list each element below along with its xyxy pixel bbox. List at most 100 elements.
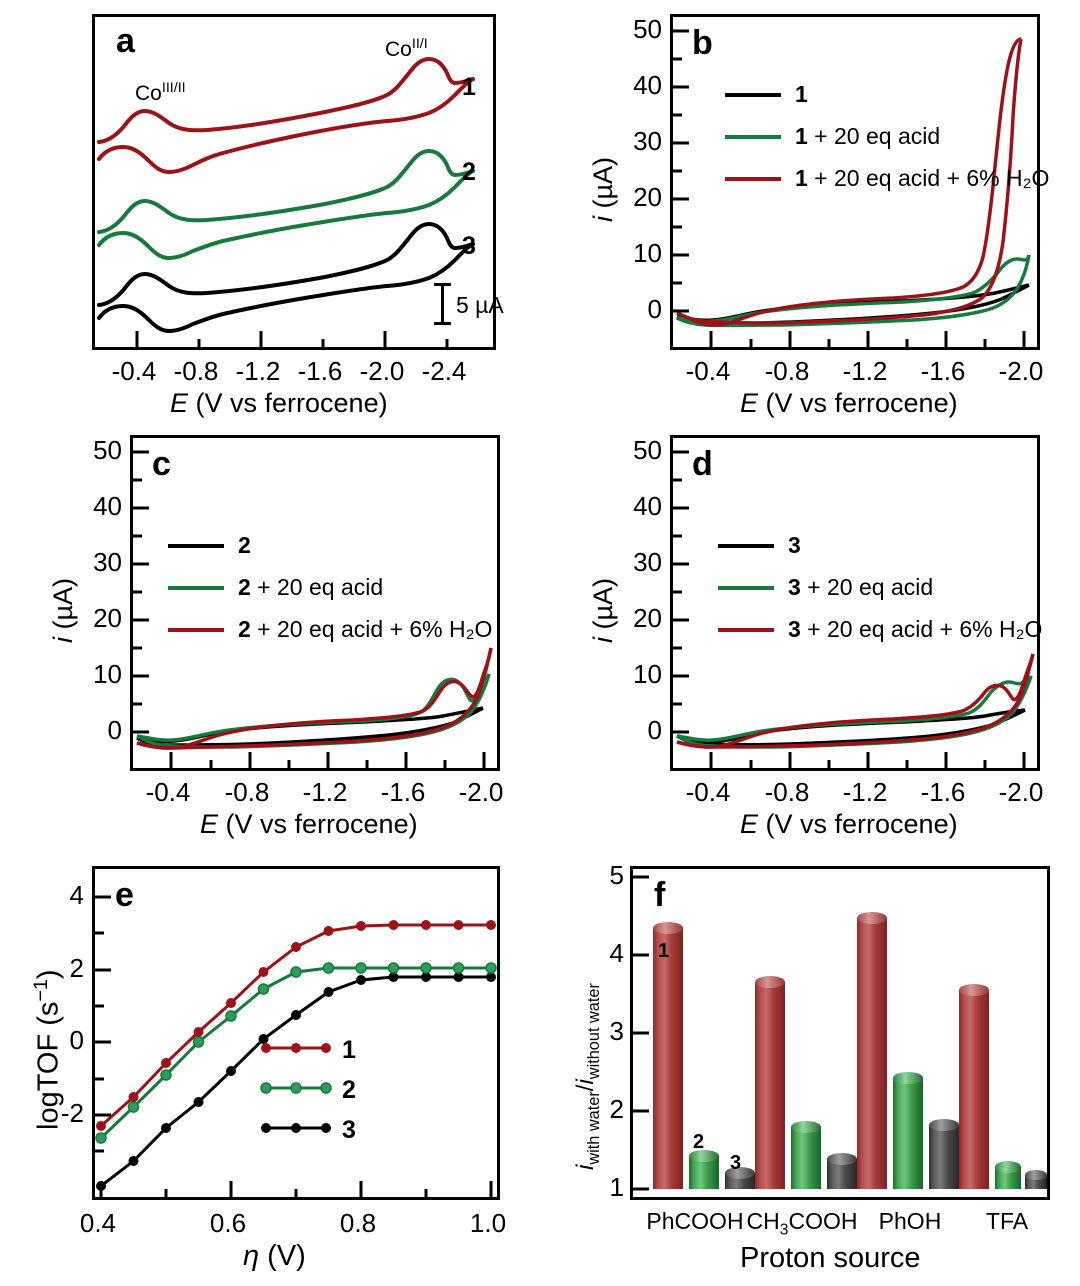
panel-b-xaxis-symbol: E [740,388,759,418]
bar-annot-1: 1 [658,940,670,962]
panel-d-legend-3-rest: + 20 eq acid + 6% H₂O [800,616,1043,642]
scalebar-top-cap [434,283,451,286]
panel-d-ytick-2: 20 [633,603,662,633]
panel-c-legend-swatch-3 [168,628,224,632]
panel-a-trace-label-1: 1 [462,73,476,101]
panel-f-cat-0: PhCOOH [646,1208,744,1234]
panel-c-legend-swatch-1 [168,544,224,548]
panel-d-ytick-0: 0 [647,715,662,745]
panel-d-legend-label-1: 3 [788,532,801,559]
panel-d-xaxis-label: E (V vs ferrocene) [740,809,958,840]
panel-a-xaxis-symbol: E [170,388,189,418]
panel-c-yaxis-label: i (µA) [48,578,79,643]
panel-d-yaxis-symbol: i [588,637,618,643]
panel-f-bars [633,875,1047,1191]
panel-b-legend-1-bold: 1 [795,81,808,107]
panel-f-yaxis-sub1: with water [584,1091,603,1165]
panel-c-ytick-4: 40 [93,491,122,521]
panel-d-legend-swatch-2 [718,586,774,590]
panel-e-xtick-3: 1.0 [469,1208,507,1238]
co-iii-ii-sup: III/II [161,80,186,96]
panel-b-legend-swatch-3 [725,177,781,181]
panel-c-ytick-2: 20 [93,603,122,633]
panel-e-legend-label-2: 2 [342,1076,356,1104]
panel-f-yaxis-sub2: without water [584,983,603,1080]
panel-b-yaxis-symbol: i [588,216,618,222]
panel-d-letter: d [692,445,713,483]
panel-a-xaxis-label: E (V vs ferrocene) [170,388,388,419]
panel-c-xtick-1: -0.8 [224,777,270,807]
bar-annot-3: 3 [730,1152,742,1174]
panel-e: e 1 2 3 4 2 0 -2 logTOF (s−1) 0.4 0.6 0.… [0,830,540,1286]
co-ii-i-base: Co [385,38,412,61]
panel-d-xaxis-symbol: E [740,809,759,839]
panel-e-curves [95,895,497,1197]
panel-c-letter: c [152,445,171,483]
panel-c-legend-swatch-2 [168,586,224,590]
panel-a-xtick-5: -2.4 [421,356,467,386]
panel-d-legend-swatch-3 [718,628,774,632]
panel-b-letter: b [692,24,713,62]
co-iii-ii-base: Co [135,82,162,105]
panel-c-xtick-4: -2.0 [458,777,504,807]
panel-c-legend-label-3: 2 + 20 eq acid + 6% H₂O [238,616,492,643]
panel-d-plot-area [670,435,1040,771]
panel-d-yaxis-label: i (µA) [588,578,619,643]
panel-b-ytick-4: 40 [633,70,662,100]
panel-c-ytick-5: 50 [93,435,122,465]
panel-c-legend-3-bold: 2 [238,616,251,642]
panel-c-xaxis-symbol: E [200,809,219,839]
panel-c: c 2 2 + 20 eq acid 2 + 20 eq acid + 6% H… [0,425,540,839]
panel-d-xtick-4: -2.0 [998,777,1044,807]
panel-b-legend-label-2: 1 + 20 eq acid [795,123,940,150]
panel-b-ytick-2: 20 [633,182,662,212]
panel-a-xtick-3: -1.6 [297,356,343,386]
panel-d-xtick-0: -0.4 [685,777,731,807]
panel-d-legend-2-rest: + 20 eq acid [800,574,934,600]
panel-d-xtick-1: -0.8 [764,777,810,807]
panel-c-plot-area [130,435,500,771]
panel-e-yaxis-main: logTOF (s [32,1001,65,1130]
panel-b-ytick-1: 10 [633,238,662,268]
panel-a-plot-area [92,14,496,350]
panel-d-legend-label-3: 3 + 20 eq acid + 6% H₂O [788,616,1042,643]
panel-e-xtick-0: 0.4 [79,1208,117,1238]
panel-e-ytick-2: 2 [69,953,84,983]
panel-b-legend-swatch-2 [725,135,781,139]
panel-a-trace-label-2: 2 [462,158,476,186]
panel-b-xaxis-units: (V vs ferrocene) [758,388,958,418]
panel-f-yaxis-slash: / [572,1084,599,1092]
panel-f-cat-2: PhOH [878,1208,942,1234]
panel-d-ytick-1: 10 [633,659,662,689]
panel-e-ytick-4: 4 [69,880,84,910]
panel-d-yaxis-units: (µA) [588,577,618,637]
panel-a: a CoIII/II CoII/I 1 2 3 5 µA -0.4 -0.8 -… [0,0,540,420]
panel-e-xaxis-units: (V) [259,1240,306,1272]
panel-d-curves [673,450,1035,768]
panel-e-ytick-m2: -2 [60,1098,84,1128]
co-ii-i-label: CoII/I [385,36,428,62]
panel-c-ytick-0: 0 [107,715,122,745]
panel-a-xtick-2: -1.2 [235,356,281,386]
panel-d-legend-1-bold: 3 [788,532,801,558]
panel-b-legend-3-bold: 1 [795,165,808,191]
scalebar-bottom-cap [434,322,451,325]
panel-c-xtick-0: -0.4 [145,777,191,807]
panel-a-curves [97,57,475,347]
panel-c-yaxis-symbol: i [48,637,78,643]
panel-f-ytick-4: 4 [609,938,624,968]
scalebar-label: 5 µA [456,292,504,318]
panel-d-legend-3-bold: 3 [788,616,801,642]
panel-e-plot-area [92,866,500,1200]
panel-c-xtick-2: -1.2 [302,777,348,807]
co-ii-i-sup: II/I [411,36,428,52]
panel-f-letter: f [654,876,666,914]
bar-group-tfa [959,984,1047,1189]
panel-a-xtick-1: -0.8 [173,356,219,386]
panel-b-yaxis-label: i (µA) [588,157,619,222]
panel-c-xaxis-units: (V vs ferrocene) [218,809,418,839]
panel-e-letter: e [115,876,134,914]
panel-b-legend-swatch-1 [725,93,781,97]
panel-d-xtick-2: -1.2 [842,777,888,807]
